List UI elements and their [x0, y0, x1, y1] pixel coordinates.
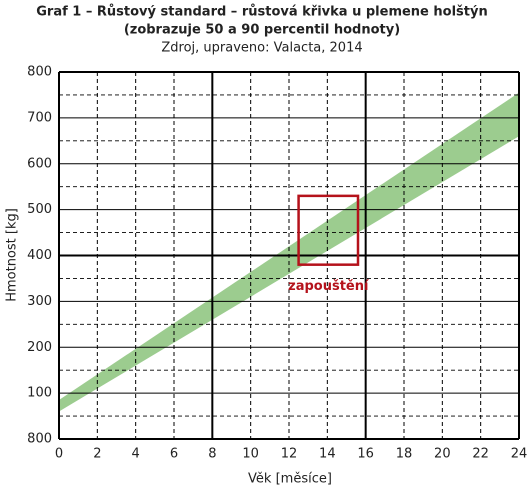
x-tick-label: 10: [242, 447, 259, 462]
y-tick-label: 200: [27, 340, 52, 355]
x-tick-label: 8: [208, 447, 216, 462]
x-tick-label: 0: [55, 447, 63, 462]
x-tick-label: 6: [170, 447, 178, 462]
y-tick-label: 500: [27, 202, 52, 217]
chart-title: Graf 1 – Růstový standard – růstová křiv…: [36, 5, 487, 20]
y-tick-label: 100: [27, 386, 52, 401]
x-tick-label: 2: [93, 447, 101, 462]
band: [59, 92, 519, 412]
y-tick-label: 800: [27, 432, 52, 447]
chart-title-line2: (zobrazuje 50 a 90 percentil hodnoty): [124, 23, 400, 38]
x-axis-label: Věk [měsíce]: [248, 472, 332, 487]
y-tick-label: 400: [27, 248, 52, 263]
x-tick-label: 24: [511, 447, 528, 462]
x-tick-label: 14: [319, 447, 336, 462]
x-tick-label: 16: [357, 447, 374, 462]
x-tick-label: 22: [472, 447, 489, 462]
y-tick-label: 300: [27, 294, 52, 309]
x-tick-label: 20: [434, 447, 451, 462]
x-tick-label: 4: [132, 447, 140, 462]
y-tick-label: 800: [27, 65, 52, 80]
highlight-box: [297, 194, 360, 266]
x-tick-label: 18: [396, 447, 413, 462]
y-tick-label: 700: [27, 110, 52, 125]
y-axis-label: Hmotnost [kg]: [5, 208, 20, 302]
chart-subtitle: Zdroj, upraveno: Valacta, 2014: [161, 41, 362, 56]
x-tick-label: 12: [281, 447, 298, 462]
y-tick-label: 600: [27, 156, 52, 171]
annotation: zapouštění: [288, 279, 370, 294]
